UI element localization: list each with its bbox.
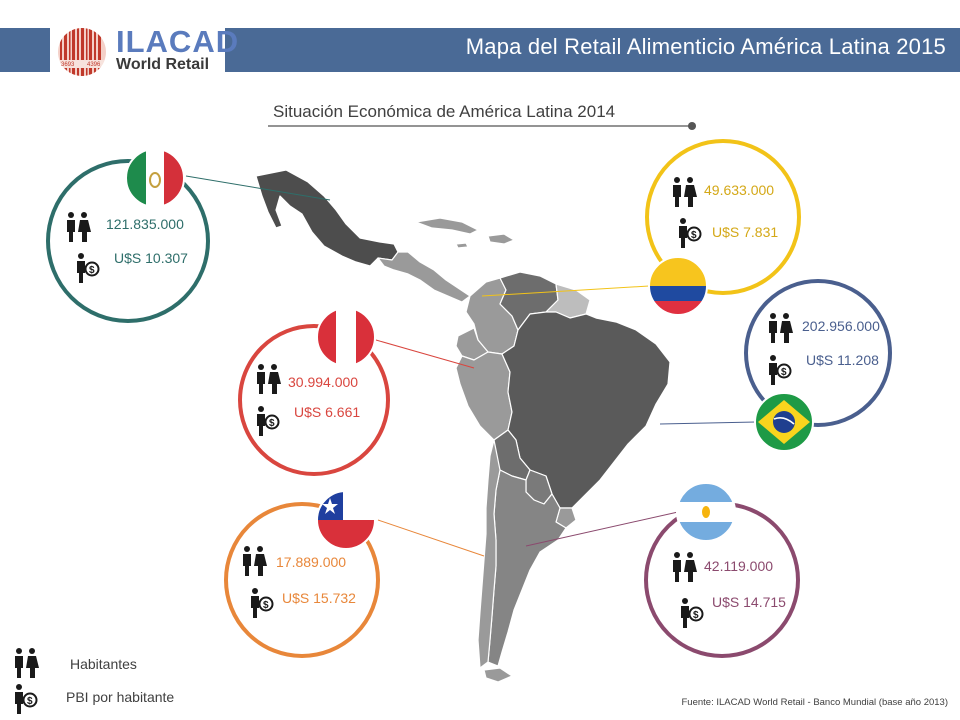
map-cuba [415,217,479,235]
header-title: Mapa del Retail Alimenticio América Lati… [465,34,946,59]
barcode-globe-icon: 3693 4396 [58,28,106,76]
latin-america-map [255,169,671,683]
map-jamaica [455,242,469,249]
flag-chile-icon [316,490,376,550]
brasil-population: 202.956.000 [802,318,880,334]
money-person-icon [250,587,274,619]
people-icon [243,546,267,576]
header-left-bar [0,28,50,72]
flag-mexico-icon [125,148,185,208]
flag-peru-icon [316,307,376,367]
subtitle-underline-dot [688,122,696,130]
colombia-population: 49.633.000 [704,182,775,198]
source-note: Fuente: ILACAD World Retail - Banco Mund… [681,697,949,708]
map-subtitle: Situación Económica de América Latina 20… [273,102,616,121]
chile-gdp: U$S 15.732 [282,590,356,606]
money-person-icon [76,252,100,284]
map-argentina [487,469,567,667]
argentina-gdp: U$S 14.715 [712,594,786,610]
brasil-gdp: U$S 11.208 [806,352,879,368]
circle-chile [224,502,380,658]
mexico-gdp: U$S 10.307 [114,250,188,266]
logo-subtitle: World Retail [116,56,210,73]
legend-population-label: Habitantes [70,656,137,672]
connector-peru [375,339,475,369]
map-central-america [377,251,471,303]
flag-argentina-icon [676,482,736,542]
logo: 3693 4396 ILACAD World Retail [50,20,238,82]
people-icon [673,177,697,207]
svg-text:4396: 4396 [87,62,101,68]
colombia-gdp: U$S 7.831 [712,224,779,240]
connector-mexico [185,175,331,201]
argentina-population: 42.119.000 [704,558,774,574]
money-person-icon [678,217,702,249]
circle-peru [238,324,390,476]
peru-gdp: U$S 6.661 [294,404,361,420]
map-tierra-del-fuego [483,667,513,683]
money-person-icon [256,405,280,437]
svg-text:3693: 3693 [61,62,75,68]
legend-money-person-icon [14,683,38,715]
money-person-icon [680,597,704,629]
chile-population: 17.889.000 [276,554,347,570]
connector-colombia [481,285,650,297]
people-icon [769,313,793,343]
people-icon [673,552,697,582]
flag-colombia-icon [648,256,708,316]
circle-mexico [46,159,210,323]
flag-brasil-icon [754,392,814,452]
connector-chile [377,519,485,557]
peru-population: 30.994.000 [288,374,359,390]
map-brazil [501,311,671,509]
people-icon [67,212,91,242]
map-chile [477,439,501,669]
logo-name: ILACAD [116,24,240,59]
people-icon [257,364,281,394]
mexico-population: 121.835.000 [106,216,184,232]
header-bar: Mapa del Retail Alimenticio América Lati… [225,28,960,72]
money-person-icon [768,354,792,386]
map-mexico [255,169,399,267]
map-hispaniola [487,233,515,245]
circle-brasil [744,279,892,427]
connector-brasil [659,421,757,425]
connector-argentina [525,511,679,547]
circle-colombia [645,139,801,295]
legend-people-icon [15,648,39,678]
legend-gdp-label: PBI por habitante [66,689,175,705]
